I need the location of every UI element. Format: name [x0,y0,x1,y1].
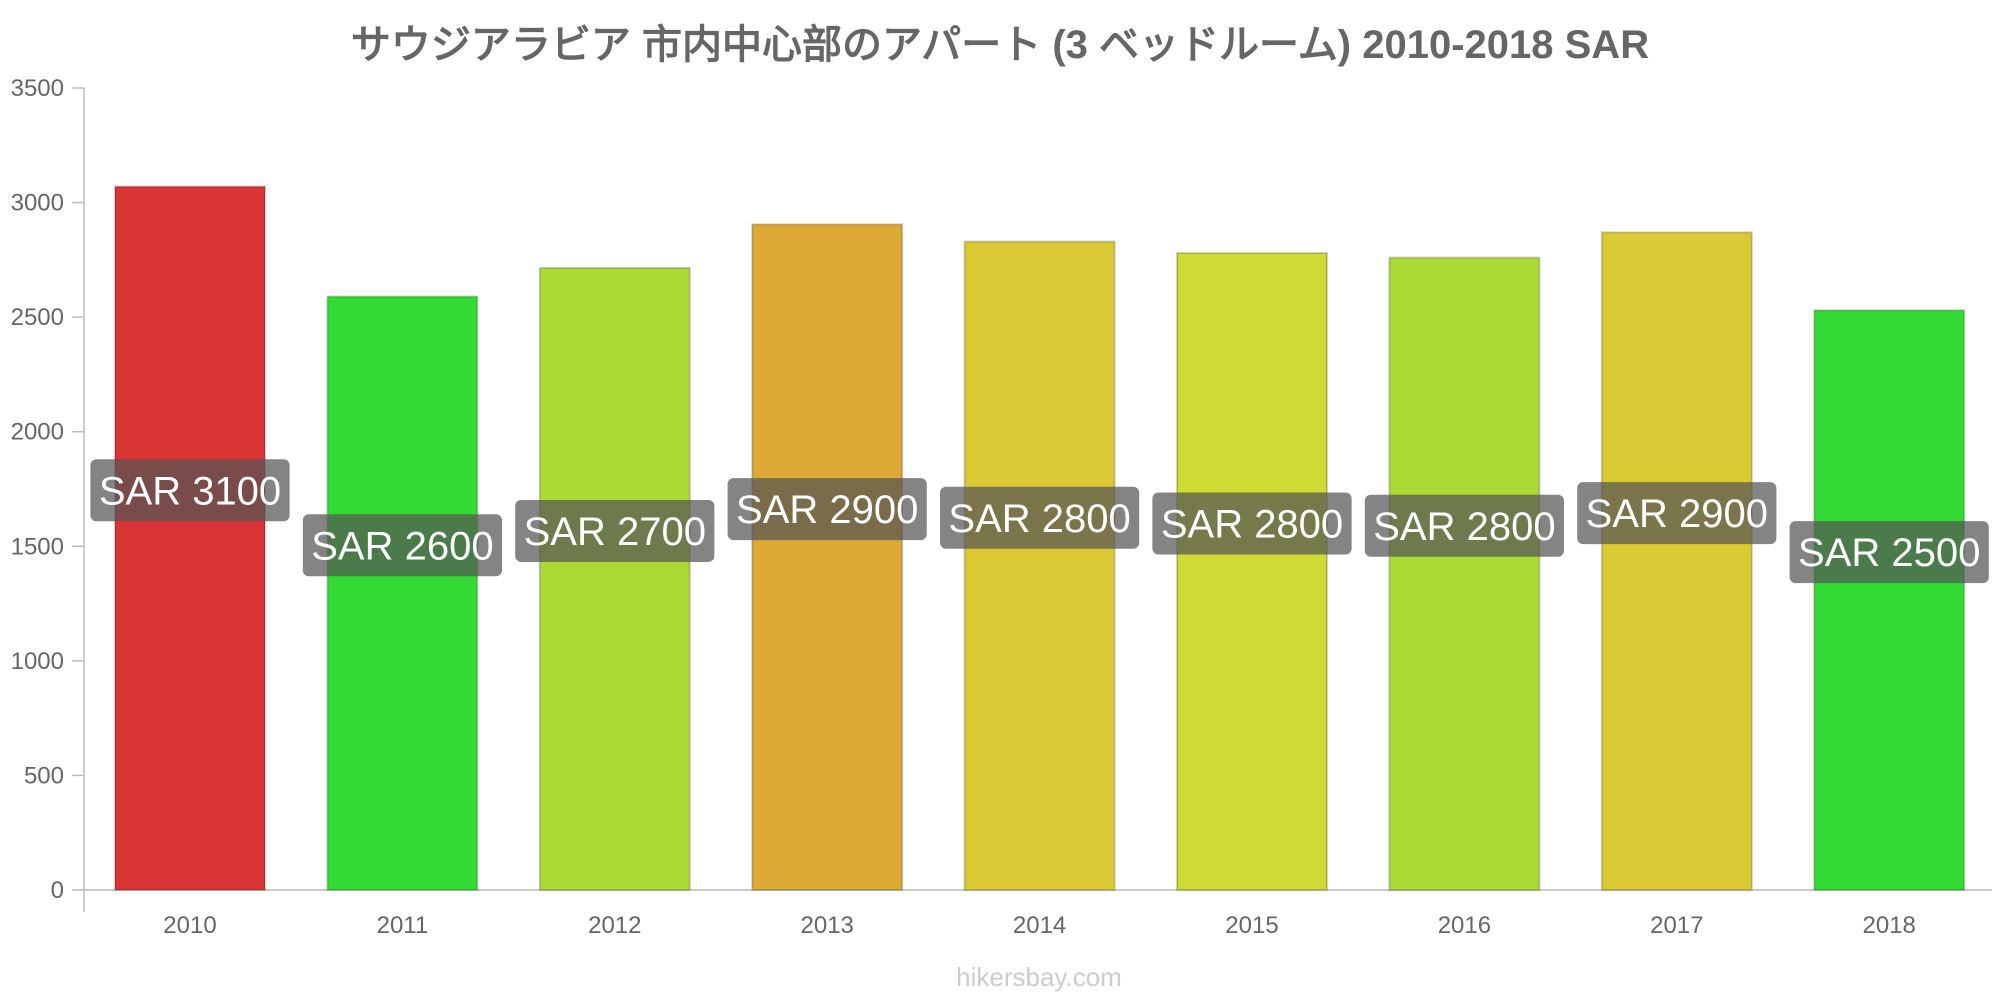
data-label-box [302,514,502,577]
data-label: SAR 2500 [1798,531,1980,575]
y-tick-label: 1000 [11,648,64,675]
data-label: SAR 2700 [524,510,706,554]
credit-text: hikersbay.com [956,962,1122,992]
data-label-box [940,486,1140,549]
y-tick-label: 500 [24,762,64,789]
data-label: SAR 2900 [1586,492,1768,536]
y-tick-label: 1500 [11,533,64,560]
x-tick-label: 2012 [588,912,641,939]
y-axis: 0 500 1000 1500 2000 2500 3000 3500 [11,75,85,912]
x-tick-label: 2011 [377,912,429,939]
data-label-box [1152,492,1352,555]
bar-2015 [1176,251,1328,892]
chart-title: サウジアラビア 市内中心部のアパート (3 ベッドルーム) 2010-2018 … [351,23,1649,67]
bar-2014 [963,240,1116,892]
y-tick-label: 3000 [11,190,64,217]
data-label: SAR 2800 [948,497,1130,541]
bar-2016 [1388,256,1541,891]
bars [114,185,1966,892]
x-tick-label: 2016 [1438,912,1491,939]
x-tick-label: 2010 [163,912,216,939]
x-tick-label: 2015 [1225,912,1278,939]
data-label: SAR 2600 [311,524,493,568]
data-label-box [1577,482,1777,545]
data-label: SAR 2800 [1373,505,1555,549]
y-tick-label: 2000 [11,419,64,446]
bar-2013 [751,223,904,891]
y-tick-label: 0 [51,877,64,904]
data-label-box [1364,494,1564,557]
y-tick-label: 2500 [11,304,64,331]
data-label: SAR 3100 [99,469,281,513]
bar-2018 [1813,309,1966,892]
x-axis: 2010 2011 2012 2013 2014 2015 2016 2017 2018 [84,889,1992,939]
data-label: SAR 2900 [736,488,918,532]
data-label: SAR 2800 [1161,502,1343,546]
bar-2011 [326,295,479,891]
bar-2017 [1600,231,1753,892]
data-labels: SAR 3100 SAR 2600 SAR 2700 SAR 2900 SAR 2800… [90,459,1989,584]
x-tick-label: 2014 [1013,912,1066,939]
y-tick-label: 3500 [11,75,64,102]
data-label-box [90,459,290,522]
bar-2010 [114,185,266,891]
x-tick-label: 2017 [1650,912,1703,939]
data-label-box [515,499,715,562]
x-tick-label: 2013 [801,912,854,939]
bar-2012 [538,266,691,891]
data-label-box [1789,521,1989,584]
x-tick-label: 2018 [1863,912,1916,939]
data-label-box [727,478,927,541]
